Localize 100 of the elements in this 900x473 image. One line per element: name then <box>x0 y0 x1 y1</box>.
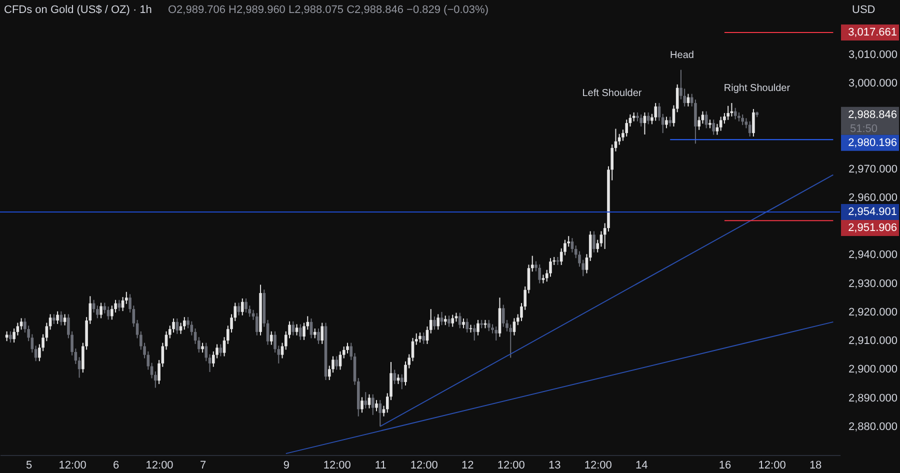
x-tick-label: 5 <box>26 460 32 472</box>
candlestick <box>400 374 404 390</box>
x-tick-label: 14 <box>635 460 648 472</box>
candlestick <box>378 400 382 427</box>
candlestick <box>592 230 596 253</box>
annotation: Right Shoulder <box>724 83 791 94</box>
series-label: 2,951.906 <box>848 222 897 234</box>
x-tick-label: 13 <box>548 460 561 472</box>
x-tick-label: 12:00 <box>323 460 351 472</box>
candlestick <box>375 400 378 412</box>
candlestick <box>436 314 440 330</box>
y-tick-label: 2,960.000 <box>848 192 898 204</box>
candlestick <box>494 326 498 342</box>
candlestick <box>433 316 436 330</box>
candlestick <box>292 320 295 336</box>
candlestick <box>364 392 368 409</box>
candlestick <box>472 324 476 342</box>
candlestick <box>313 328 316 339</box>
candlestick <box>360 396 364 414</box>
candlestick <box>241 298 244 316</box>
candlestick <box>509 324 512 358</box>
candlestick <box>317 328 320 344</box>
candlestick <box>462 318 465 329</box>
y-tick-label: 2,930.000 <box>848 278 898 290</box>
candlestick <box>393 369 396 385</box>
candlestick <box>396 374 400 385</box>
candlestick <box>310 318 313 339</box>
candlestick <box>752 108 755 137</box>
x-tick-label: 12:00 <box>584 460 612 472</box>
candlestick <box>335 356 338 370</box>
candlestick <box>256 312 258 336</box>
candlestick <box>350 342 353 360</box>
candlestick <box>719 116 722 132</box>
candlestick <box>661 113 664 134</box>
series-label: 2,980.196 <box>848 136 897 149</box>
x-tick-label: 12 <box>461 460 474 472</box>
candlestick <box>512 318 516 336</box>
candlestick <box>570 238 574 253</box>
candlestick <box>668 116 672 127</box>
candlestick <box>9 330 12 344</box>
x-tick-label: 12:00 <box>758 460 786 472</box>
candlestick <box>658 102 661 122</box>
candlestick <box>466 318 469 334</box>
x-tick-label: 16 <box>718 460 732 472</box>
x-tick-label: 12:00 <box>497 460 525 472</box>
candlestick <box>451 314 454 328</box>
candlestick <box>52 314 56 324</box>
candlestick <box>549 258 552 278</box>
candlestick <box>63 314 66 326</box>
annotation: Left Shoulder <box>582 88 642 99</box>
candlestick <box>585 254 588 274</box>
candlestick <box>201 342 204 354</box>
candlestick <box>248 305 252 318</box>
candlestick <box>646 112 650 125</box>
y-tick-label: 2,890.000 <box>848 392 898 404</box>
candlestick <box>244 298 248 313</box>
candlestick <box>712 119 715 136</box>
annotation: O2,989.706 H2,989.960 L2,988.075 C2,988.846 −0.829 (−0.03%) <box>168 4 488 16</box>
candlestick <box>371 394 374 416</box>
x-tick-label: 11 <box>374 460 386 472</box>
candlestick <box>744 118 748 129</box>
y-tick-label: 2,970.000 <box>848 163 898 176</box>
text: USD <box>852 4 876 16</box>
candlestick <box>665 116 668 129</box>
y-tick-label: 2,940.000 <box>848 249 898 262</box>
y-tick-label: 2,900.000 <box>848 364 898 376</box>
candlestick <box>320 322 324 344</box>
text: 2,988.846 <box>848 108 897 121</box>
candlestick <box>502 304 505 328</box>
candlestick <box>444 315 447 326</box>
candlestick <box>422 332 426 344</box>
candlestick <box>640 114 642 127</box>
candlestick <box>448 315 450 328</box>
candlestick <box>726 105 730 120</box>
x-tick-label: 9 <box>283 460 290 472</box>
candlestick <box>672 104 676 127</box>
candlestick <box>418 332 422 344</box>
candlestick <box>298 324 302 340</box>
candlestick <box>538 264 542 284</box>
y-tick-label: 2,910.000 <box>848 335 898 348</box>
annotation: Head <box>670 50 694 61</box>
candlestick <box>654 102 657 122</box>
ref-line-label: 2,954.901 <box>848 206 897 218</box>
candlestick <box>741 114 744 126</box>
x-tick-label: 12:00 <box>58 460 86 472</box>
candlestick <box>270 330 273 346</box>
y-tick-label: 3,010.000 <box>848 48 898 61</box>
candlestick <box>237 302 240 316</box>
x-tick-label: 12:00 <box>410 460 438 472</box>
candlestick <box>100 302 102 319</box>
series-label: 3,017.661 <box>848 26 897 38</box>
candlestick <box>103 302 106 314</box>
x-tick-label: 7 <box>200 460 206 472</box>
candlestick <box>295 324 298 336</box>
candlestick <box>588 230 592 262</box>
candlestick <box>429 308 432 334</box>
candlestick <box>476 319 480 336</box>
candlestick <box>208 354 212 373</box>
candlestick <box>338 350 342 370</box>
y-tick-label: 3,000.000 <box>848 77 898 90</box>
